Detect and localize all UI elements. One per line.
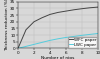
Line: WFC paper: WFC paper	[18, 7, 98, 48]
WFC paper	[57, 12, 59, 13]
WFC paper	[25, 29, 27, 30]
LWC paper	[73, 36, 75, 37]
WFC paper	[41, 17, 43, 18]
LWC paper	[89, 34, 91, 35]
LWC paper	[41, 42, 43, 43]
LWC paper	[25, 46, 27, 47]
WFC paper	[73, 9, 75, 10]
LWC paper	[65, 37, 67, 38]
WFC paper	[17, 48, 19, 49]
LWC paper	[33, 44, 35, 45]
WFC paper	[33, 21, 35, 22]
Legend: WFC paper, LWC paper: WFC paper, LWC paper	[68, 37, 97, 48]
LWC paper	[81, 35, 83, 36]
LWC paper	[97, 33, 99, 34]
WFC paper	[89, 7, 91, 8]
Line: LWC paper: LWC paper	[18, 33, 98, 48]
LWC paper	[49, 40, 51, 41]
WFC paper	[49, 14, 51, 15]
WFC paper	[81, 8, 83, 9]
LWC paper	[57, 38, 59, 39]
Y-axis label: Thickness reduction (%): Thickness reduction (%)	[5, 0, 9, 51]
X-axis label: Number of nips: Number of nips	[41, 56, 75, 59]
LWC paper	[17, 48, 19, 49]
